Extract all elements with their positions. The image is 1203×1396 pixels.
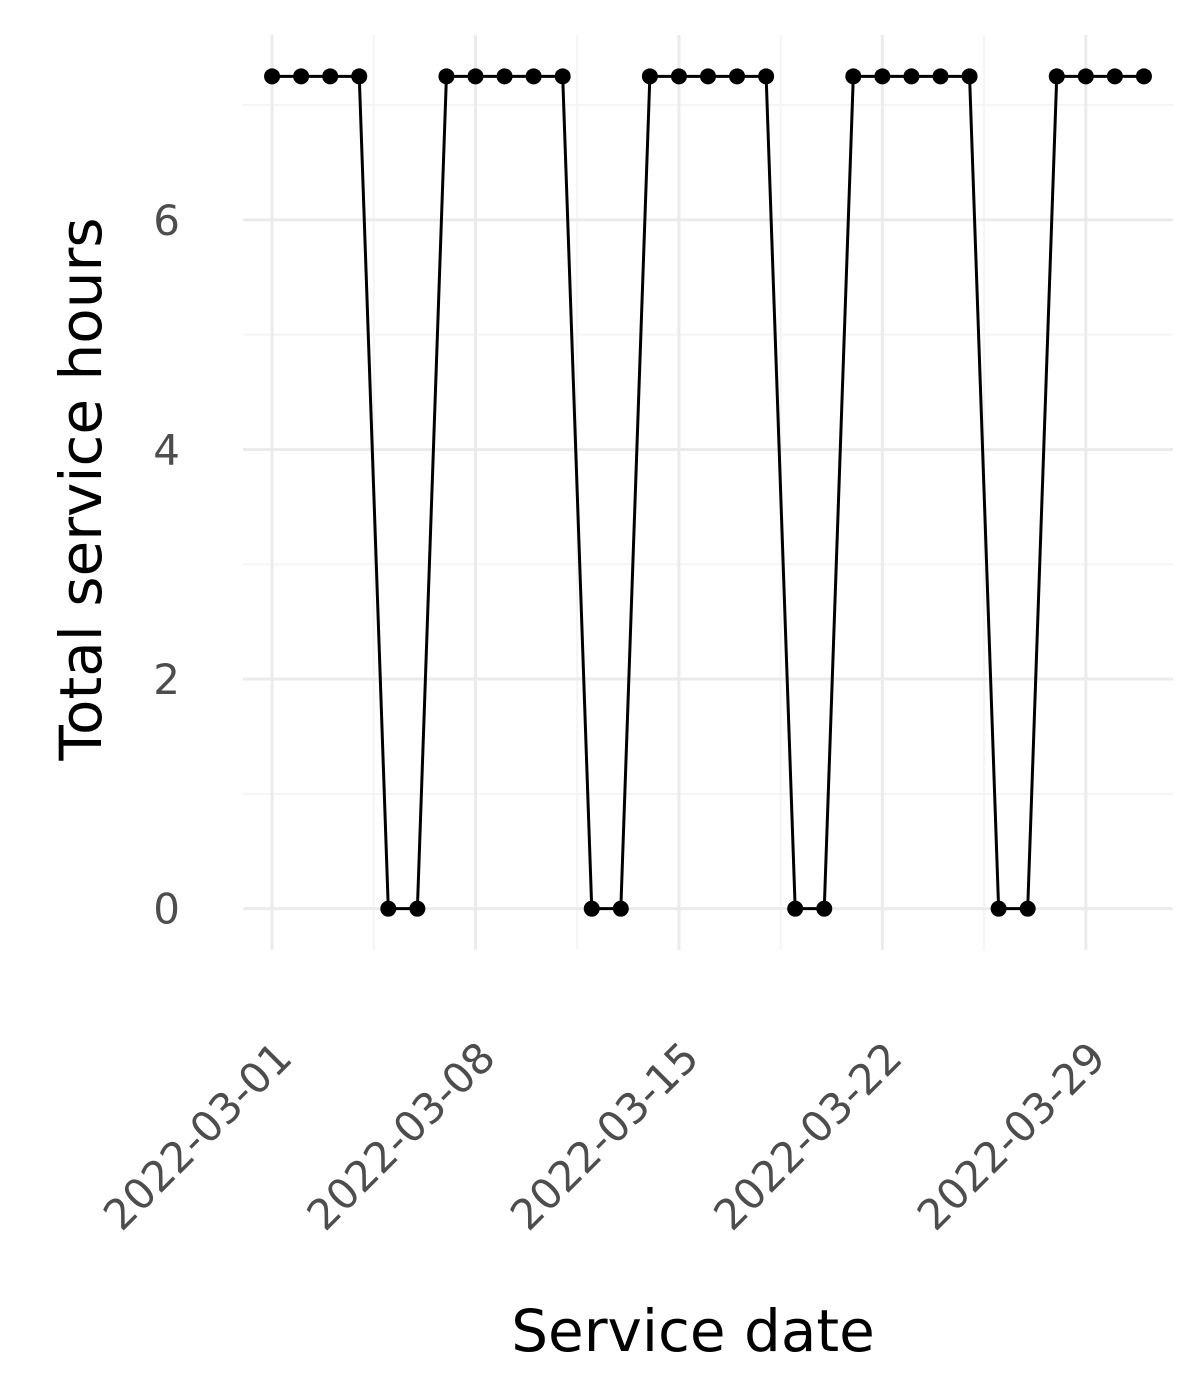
- x-tick-label: 2022-03-15: [501, 1032, 708, 1239]
- x-tick-label: 2022-03-22: [704, 1032, 911, 1239]
- data-point-2022-03-23: [903, 68, 920, 85]
- data-point-2022-03-24: [932, 68, 949, 85]
- data-point-2022-03-26: [990, 900, 1007, 917]
- y-axis-ticks: 0 2 4 6: [153, 196, 180, 934]
- data-point-2022-03-14: [641, 68, 658, 85]
- data-point-2022-03-21: [845, 68, 862, 85]
- data-point-2022-03-27: [1019, 900, 1036, 917]
- data-point-2022-03-07: [438, 68, 455, 85]
- data-point-2022-03-17: [729, 68, 746, 85]
- data-point-2022-03-20: [816, 900, 833, 917]
- data-point-2022-03-10: [525, 68, 542, 85]
- data-point-2022-03-25: [961, 68, 978, 85]
- data-point-2022-03-22: [874, 68, 891, 85]
- data-point-2022-03-05: [380, 900, 397, 917]
- points-layer: [264, 68, 1152, 917]
- data-point-2022-03-18: [758, 68, 775, 85]
- x-tick-label: 2022-03-08: [297, 1032, 504, 1239]
- data-point-2022-03-13: [612, 900, 629, 917]
- data-point-2022-03-02: [293, 68, 310, 85]
- data-point-2022-03-15: [670, 68, 687, 85]
- y-tick-label: 2: [153, 655, 180, 704]
- data-point-2022-03-04: [351, 68, 368, 85]
- series-layer: [270, 74, 1146, 911]
- data-point-2022-03-28: [1048, 68, 1065, 85]
- service-hours-line: [270, 74, 1146, 911]
- data-point-2022-03-08: [467, 68, 484, 85]
- x-tick-label: 2022-03-01: [94, 1032, 301, 1239]
- data-point-2022-03-06: [409, 900, 426, 917]
- x-axis-ticks: 2022-03-012022-03-082022-03-152022-03-22…: [94, 1032, 1115, 1239]
- grid-layer: [243, 35, 1173, 950]
- data-point-2022-03-29: [1077, 68, 1094, 85]
- x-tick-label: 2022-03-29: [908, 1032, 1115, 1239]
- data-point-2022-03-03: [322, 68, 339, 85]
- data-point-2022-03-01: [264, 68, 281, 85]
- y-tick-label: 4: [153, 425, 180, 474]
- data-point-2022-03-16: [700, 68, 716, 85]
- data-point-2022-03-09: [496, 68, 513, 85]
- y-tick-label: 6: [153, 196, 180, 245]
- data-point-2022-03-11: [554, 68, 571, 85]
- y-tick-label: 0: [153, 885, 180, 934]
- data-point-2022-03-19: [787, 900, 804, 917]
- y-axis-title: Total service hours: [47, 217, 115, 761]
- data-point-2022-03-12: [583, 900, 600, 917]
- data-point-2022-03-30: [1106, 68, 1123, 85]
- x-axis-title: Service date: [511, 1297, 875, 1365]
- data-point-2022-03-31: [1135, 68, 1152, 85]
